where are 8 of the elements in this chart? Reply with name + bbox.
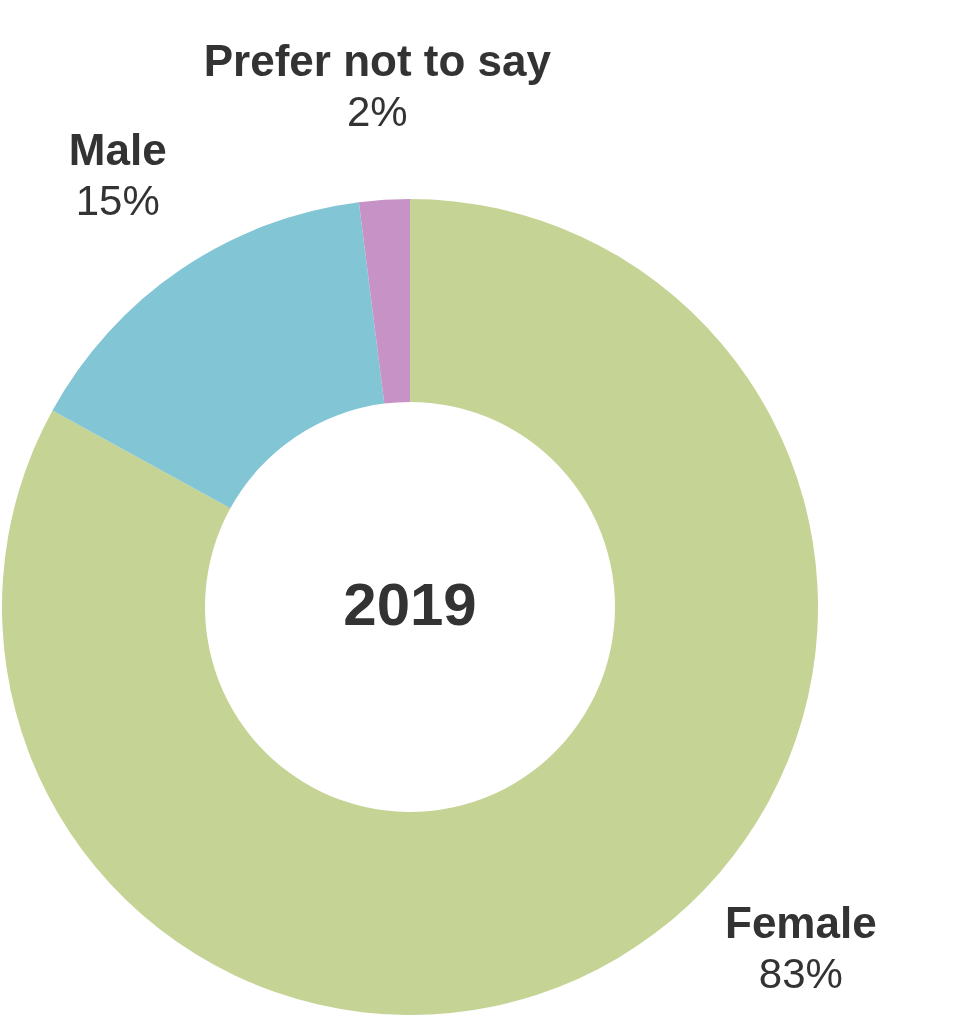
slice-label: Prefer not to say: [203, 36, 552, 86]
slice-label: Female: [725, 898, 877, 947]
data-label: 15%: [75, 176, 160, 224]
donut-slice: [358, 199, 410, 404]
slice-label: Male: [68, 124, 167, 174]
data-label: 2%: [347, 88, 408, 136]
data-label: 83%: [758, 950, 843, 997]
text: 2019: [343, 571, 477, 638]
